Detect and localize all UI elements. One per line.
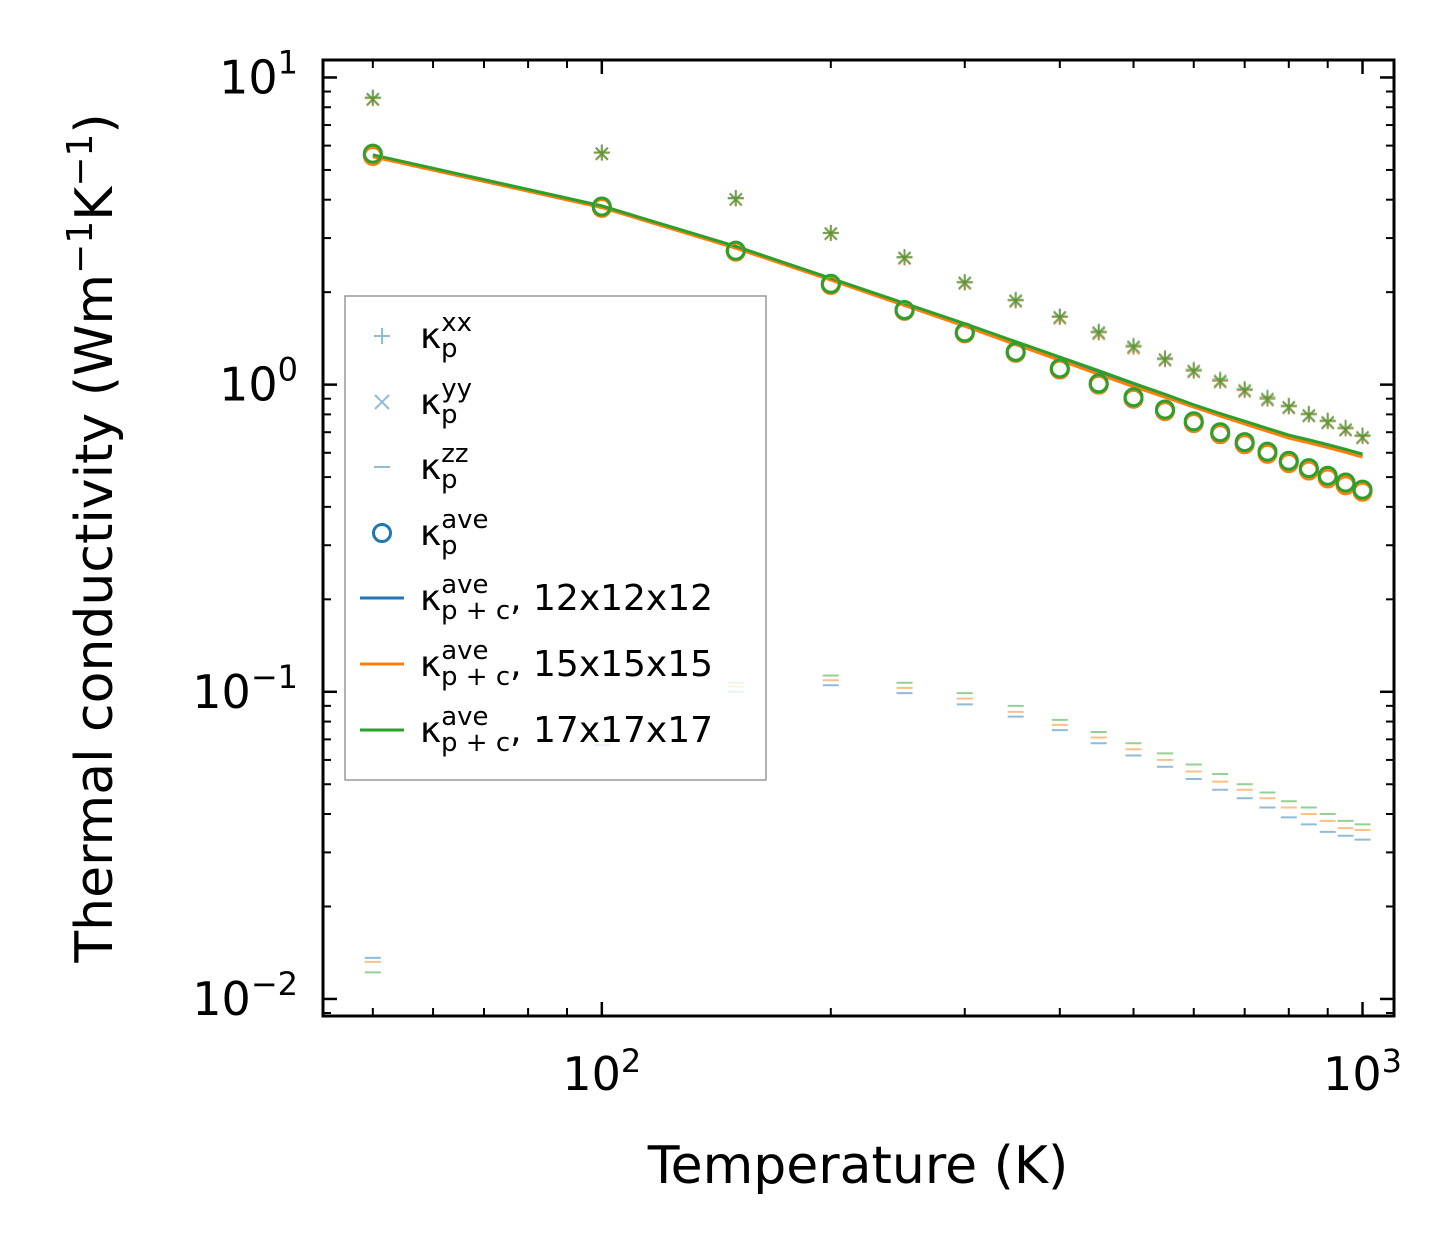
plot-area [321, 58, 1396, 1018]
legend: κxx p κyy p κzz p κave p κave p + c, 12x12x12 κave… [344, 295, 767, 781]
kave-point [1257, 441, 1278, 462]
kxx-point [1354, 427, 1371, 444]
kyy-point [824, 226, 838, 240]
kyy-point [1053, 310, 1067, 324]
kave-point [1298, 458, 1319, 479]
kave-point [1123, 387, 1144, 408]
kyy-point [1158, 352, 1172, 366]
kyy-point [1126, 339, 1141, 354]
kave-point [820, 273, 841, 294]
kyy-point [366, 92, 380, 106]
legend-label: κyy p [420, 374, 472, 430]
series-layer [362, 89, 1373, 974]
kyy-point [595, 146, 609, 161]
kxx-point [364, 89, 381, 106]
x-tick-label: 103 [1323, 1042, 1402, 1101]
kxx-point [1319, 412, 1336, 429]
kyy-point [729, 192, 743, 206]
kave-point [1352, 479, 1373, 500]
legend-circle-icon [372, 523, 392, 543]
kyy-point [1355, 430, 1370, 444]
y-tick-label: 10−1 [192, 658, 298, 719]
kpc-line-15x15x15 [372, 155, 1363, 459]
kave-point [1317, 465, 1338, 486]
legend-box [344, 295, 767, 781]
kyy-point [1260, 391, 1275, 406]
kyy-point [1302, 408, 1316, 422]
kyy-point [958, 275, 972, 290]
kxx-point [1259, 389, 1276, 406]
y-tick-label: 10−2 [192, 965, 298, 1026]
kave-point [1005, 341, 1026, 362]
x-axis-label: Temperature (K) [647, 1136, 1069, 1196]
y-tick-label: 100 [219, 351, 298, 412]
kave-point [894, 299, 915, 320]
kave-point [1155, 399, 1176, 420]
kyy-point [1008, 293, 1023, 308]
kave-point [1278, 450, 1299, 471]
kxx-point [1300, 405, 1317, 422]
legend-plus-icon [374, 328, 390, 344]
kyy-point [1237, 383, 1252, 397]
kyy-point [1092, 325, 1106, 340]
legend-label: κave p + c, 17x17x17 [420, 702, 713, 758]
y-tick-label: 101 [219, 43, 298, 104]
kxx-point [1280, 397, 1297, 414]
kave-point [725, 240, 746, 261]
kave-point [954, 322, 975, 343]
kave-point [1049, 358, 1070, 379]
legend-label: κave p + c, 12x12x12 [420, 570, 713, 626]
kpc-line-17x17x17 [372, 153, 1363, 456]
kyy-point [1282, 400, 1296, 414]
legend-label: κave p + c, 15x15x15 [420, 636, 713, 692]
kyy-point [1338, 422, 1353, 437]
y-axis-label: Thermal conductivity (Wm−1K−1) [60, 113, 125, 963]
axes-frame [321, 58, 1396, 1018]
kave-point [1210, 422, 1231, 443]
kave-point [1183, 411, 1204, 432]
kyy-point [1187, 364, 1201, 378]
axis-ticks [323, 60, 1394, 1016]
tick-labels: 102 103 101 100 10−1 10−2 [192, 43, 1402, 1101]
legend-label: κave p [420, 505, 489, 561]
kave-point [1234, 432, 1255, 453]
kave-point [1335, 472, 1356, 493]
legend-cross-icon [374, 394, 390, 410]
kyy-point [897, 250, 912, 265]
kyy-point [1321, 415, 1335, 429]
kyy-point [1213, 373, 1227, 388]
legend-label: κzz p [420, 439, 469, 495]
kave-point [591, 196, 612, 217]
x-tick-label: 102 [562, 1042, 641, 1101]
kave-point [1088, 373, 1109, 394]
kxx-point [1337, 419, 1354, 436]
legend-label: κxx p [420, 308, 472, 364]
kave-point [362, 143, 383, 164]
